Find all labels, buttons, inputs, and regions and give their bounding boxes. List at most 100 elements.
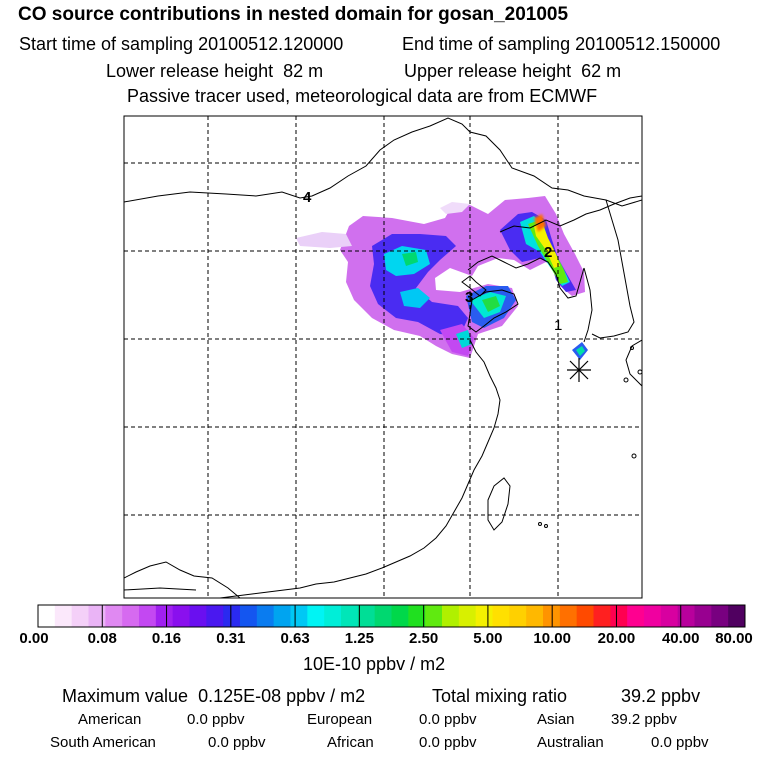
colorbar-segment bbox=[357, 605, 376, 627]
colorbar-segment bbox=[475, 605, 493, 627]
maximum-value-label: Maximum value bbox=[62, 686, 189, 706]
island-4 bbox=[623, 377, 629, 383]
map-content bbox=[124, 116, 642, 598]
tracer-note: Passive tracer used, meteorological data… bbox=[127, 86, 598, 106]
colorbar-segment bbox=[408, 605, 426, 627]
region-value: 0.0 ppbv bbox=[208, 734, 266, 751]
region-value: 39.2 ppbv bbox=[611, 711, 677, 728]
lat-lon-grid bbox=[124, 116, 642, 598]
colorbar-segment bbox=[223, 605, 241, 627]
colorbar-tick-label: 1.25 bbox=[344, 630, 374, 647]
colorbar-segment bbox=[206, 605, 224, 627]
region-value: 0.0 ppbv bbox=[651, 734, 709, 751]
region-value: 0.0 ppbv bbox=[419, 734, 477, 751]
colorbar-segment bbox=[627, 605, 645, 627]
start-time-value: 20100512.120000 bbox=[198, 34, 344, 54]
colorbar-tick-label: 10.00 bbox=[533, 630, 571, 647]
region-name: Asian bbox=[537, 711, 575, 728]
colorbar-segment bbox=[240, 605, 258, 627]
colorbar-segment bbox=[71, 605, 89, 627]
concentration-plume bbox=[296, 196, 588, 360]
colorbar-segment bbox=[105, 605, 123, 627]
colorbar-segment bbox=[677, 605, 695, 627]
colorbar-segment bbox=[139, 605, 157, 627]
plume-receptor-core bbox=[576, 346, 585, 356]
total-mixing-ratio-value: 39.2 ppbv bbox=[621, 686, 701, 706]
shandong-peninsula bbox=[467, 289, 519, 333]
maximum-value: Maximum value 0.125E-08 ppbv / m2 bbox=[62, 686, 365, 707]
plume-light-tail bbox=[296, 232, 352, 248]
korea-east-coast bbox=[591, 199, 635, 339]
colorbar-segment bbox=[526, 605, 544, 627]
colorbar-segment bbox=[728, 605, 746, 627]
start-time: Start time of sampling 20100512.120000 bbox=[19, 34, 343, 55]
plume-green-west bbox=[402, 252, 418, 266]
end-time: End time of sampling 20100512.150000 bbox=[402, 34, 720, 55]
total-mixing-ratio-label: Total mixing ratio bbox=[432, 686, 568, 706]
receptor-asterisk-icon bbox=[567, 358, 591, 382]
colorbar-frame bbox=[37, 604, 746, 628]
colorbar-segment bbox=[509, 605, 527, 627]
colorbar-tick-label: 20.00 bbox=[597, 630, 636, 647]
colorbar-segment bbox=[88, 605, 106, 627]
region-label-4: 4 bbox=[303, 189, 312, 206]
map-frame bbox=[123, 115, 643, 599]
colorbar-segment bbox=[189, 605, 207, 627]
colorbar-segment bbox=[290, 605, 308, 627]
china-korea-border bbox=[499, 195, 642, 233]
colorbar-segment bbox=[391, 605, 409, 627]
colorbar-tick-label: 0.00 bbox=[19, 630, 49, 647]
end-time-value: 20100512.150000 bbox=[575, 34, 721, 54]
colorbar-segment bbox=[694, 605, 712, 627]
island-3 bbox=[544, 524, 548, 528]
colorbar-segment bbox=[172, 605, 190, 627]
colorbar-segment bbox=[576, 605, 594, 627]
colorbar-segment bbox=[559, 605, 578, 627]
colorbar-segment bbox=[593, 605, 611, 627]
colorbar-segment bbox=[458, 605, 477, 627]
plume-yellow bbox=[534, 222, 560, 268]
colorbar-segment bbox=[660, 605, 679, 627]
plume-cyan-mid bbox=[400, 288, 430, 308]
total-mixing-ratio: Total mixing ratio bbox=[432, 686, 567, 707]
inland-border-1 bbox=[124, 561, 241, 598]
colorbar-segment bbox=[273, 605, 291, 627]
colorbar-segment bbox=[374, 605, 392, 627]
bohai-coast bbox=[467, 255, 585, 299]
colorbar-segment bbox=[324, 605, 342, 627]
colorbar-tick-label: 2.50 bbox=[409, 630, 439, 647]
island-1 bbox=[631, 453, 637, 459]
upper-release-value: 62 m bbox=[581, 61, 622, 81]
korea-west-coast bbox=[583, 267, 593, 343]
colorbar-tick-label: 80.00 bbox=[715, 630, 753, 647]
coastlines bbox=[124, 117, 642, 598]
island-6 bbox=[630, 346, 634, 350]
island-5 bbox=[637, 369, 642, 375]
lower-release-label: Lower release height bbox=[106, 61, 274, 81]
lower-release-height: Lower release height 82 m bbox=[106, 61, 323, 82]
plume-light-top bbox=[440, 202, 470, 214]
colorbar-segment bbox=[442, 605, 460, 627]
island-2 bbox=[538, 522, 542, 526]
upper-release-height: Upper release height 62 m bbox=[404, 61, 621, 82]
colorbar-segment bbox=[610, 605, 628, 627]
colorbar-tick-label: 0.08 bbox=[87, 630, 117, 647]
region-name: European bbox=[307, 711, 373, 728]
taiwan bbox=[487, 477, 511, 531]
colorbar-tick-label: 0.31 bbox=[216, 630, 246, 647]
japan-coast bbox=[625, 339, 642, 387]
region-label-2: 2 bbox=[544, 244, 552, 261]
region-value: 0.0 ppbv bbox=[187, 711, 245, 728]
region-name: Australian bbox=[537, 734, 604, 751]
region-label-1: 1 bbox=[554, 317, 562, 334]
region-name: African bbox=[327, 734, 374, 751]
region-value: 0.0 ppbv bbox=[419, 711, 477, 728]
colorbar-tick-label: 0.63 bbox=[280, 630, 310, 647]
hainan-area bbox=[124, 587, 197, 591]
region-name: South American bbox=[50, 734, 156, 751]
colorbar-segment bbox=[711, 605, 729, 627]
lower-release-value: 82 m bbox=[283, 61, 324, 81]
colorbar-segment bbox=[256, 605, 275, 627]
region-name: American bbox=[78, 711, 142, 728]
colorbar-segment bbox=[425, 605, 443, 627]
